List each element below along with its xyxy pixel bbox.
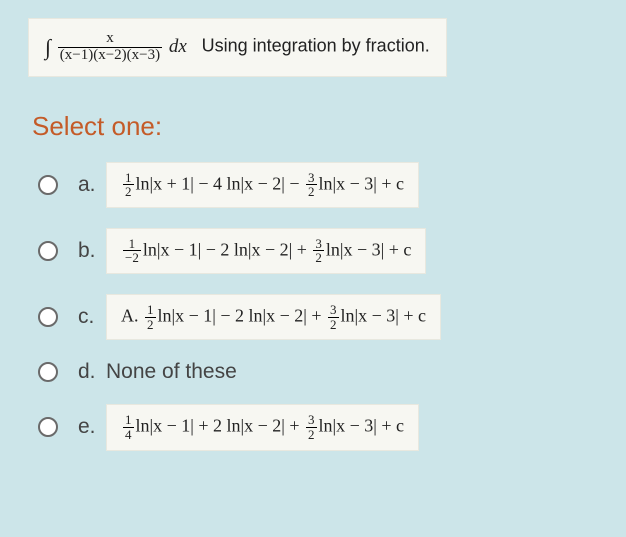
frac-b1-num: 1 (123, 237, 141, 252)
integral-expression: ∫ x (x−1)(x−2)(x−3) dx (45, 36, 192, 57)
option-d[interactable]: d. None of these (38, 360, 598, 384)
frac-b2: 32 (313, 237, 324, 265)
option-letter-d: d. (78, 360, 106, 384)
frac-a1-den: 2 (123, 185, 134, 199)
option-b[interactable]: b. 1−2ln|x − 1| − 2 ln|x − 2| + 32ln|x −… (38, 228, 598, 274)
quiz-container: ∫ x (x−1)(x−2)(x−3) dx Using integration… (0, 0, 626, 489)
frac-b2-den: 2 (313, 251, 324, 265)
integrand-numerator: x (58, 31, 162, 48)
frac-c2-den: 2 (328, 318, 339, 332)
opt-a-body: ln|x + 1| − 4 ln|x − 2| − (136, 173, 305, 193)
select-one-label: Select one: (32, 111, 598, 142)
options-list: a. 12ln|x + 1| − 4 ln|x − 2| − 32ln|x − … (28, 162, 598, 451)
frac-c1: 12 (145, 303, 156, 331)
frac-a1-num: 1 (123, 171, 134, 186)
option-b-expr: 1−2ln|x − 1| − 2 ln|x − 2| + 32ln|x − 3|… (106, 228, 426, 274)
option-letter-e: e. (78, 415, 106, 439)
opt-c-body: ln|x − 1| − 2 ln|x − 2| + (158, 305, 327, 325)
opt-c-tail: ln|x − 3| + c (341, 305, 427, 325)
frac-c2: 32 (328, 303, 339, 331)
radio-b[interactable] (38, 241, 58, 261)
radio-c[interactable] (38, 307, 58, 327)
frac-b2-num: 3 (313, 237, 324, 252)
option-letter-a: a. (78, 173, 106, 197)
integrand-fraction: x (x−1)(x−2)(x−3) (58, 31, 162, 64)
opt-e-tail: ln|x − 3| + c (319, 416, 405, 436)
option-e[interactable]: e. 14ln|x − 1| + 2 ln|x − 2| + 32ln|x − … (38, 404, 598, 450)
frac-e2-den: 2 (306, 428, 317, 442)
frac-a1: 12 (123, 171, 134, 199)
frac-e1-den: 4 (123, 428, 134, 442)
frac-a2: 32 (306, 171, 317, 199)
option-a-expr: 12ln|x + 1| − 4 ln|x − 2| − 32ln|x − 3| … (106, 162, 419, 208)
frac-e1-num: 1 (123, 413, 134, 428)
frac-c2-num: 3 (328, 303, 339, 318)
option-c-expr: A. 12ln|x − 1| − 2 ln|x − 2| + 32ln|x − … (106, 294, 441, 340)
option-a[interactable]: a. 12ln|x + 1| − 4 ln|x − 2| − 32ln|x − … (38, 162, 598, 208)
frac-c1-den: 2 (145, 318, 156, 332)
integrand-denominator: (x−1)(x−2)(x−3) (58, 48, 162, 64)
radio-a[interactable] (38, 175, 58, 195)
frac-c1-num: 1 (145, 303, 156, 318)
question-box: ∫ x (x−1)(x−2)(x−3) dx Using integration… (28, 18, 447, 77)
frac-a2-den: 2 (306, 185, 317, 199)
option-e-expr: 14ln|x − 1| + 2 ln|x − 2| + 32ln|x − 3| … (106, 404, 419, 450)
frac-e2: 32 (306, 413, 317, 441)
option-letter-b: b. (78, 239, 106, 263)
option-letter-c: c. (78, 305, 106, 329)
option-c[interactable]: c. A. 12ln|x − 1| − 2 ln|x − 2| + 32ln|x… (38, 294, 598, 340)
frac-b1: 1−2 (123, 237, 141, 265)
frac-e2-num: 3 (306, 413, 317, 428)
opt-b-body: ln|x − 1| − 2 ln|x − 2| + (143, 239, 312, 259)
opt-b-tail: ln|x − 3| + c (326, 239, 412, 259)
radio-d[interactable] (38, 362, 58, 382)
opt-e-body: ln|x − 1| + 2 ln|x − 2| + (136, 416, 305, 436)
dx: dx (169, 36, 187, 57)
opt-c-prefix: A. (121, 305, 143, 325)
frac-e1: 14 (123, 413, 134, 441)
question-tail: Using integration by fraction. (192, 36, 430, 56)
frac-b1-den: −2 (123, 251, 141, 265)
integral-symbol: ∫ (45, 34, 51, 59)
frac-a2-num: 3 (306, 171, 317, 186)
radio-e[interactable] (38, 417, 58, 437)
opt-a-tail: ln|x − 3| + c (319, 173, 405, 193)
question-tail-text: Using integration by fraction. (202, 36, 430, 56)
option-d-text: None of these (106, 360, 237, 384)
